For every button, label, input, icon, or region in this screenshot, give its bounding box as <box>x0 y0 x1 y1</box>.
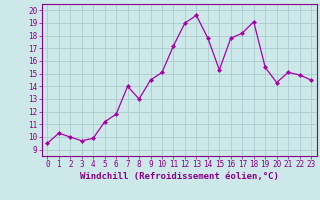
X-axis label: Windchill (Refroidissement éolien,°C): Windchill (Refroidissement éolien,°C) <box>80 172 279 181</box>
